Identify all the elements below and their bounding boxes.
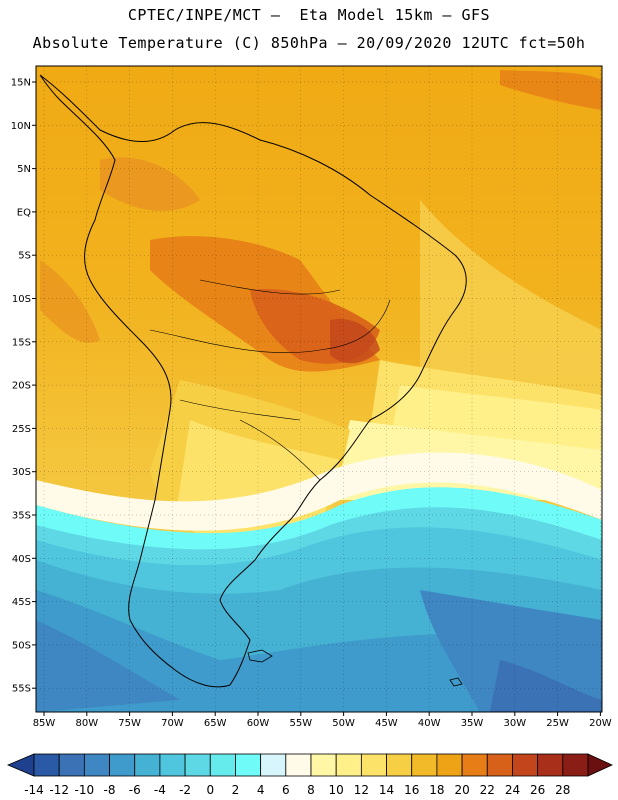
colorbar-label: 16 bbox=[404, 783, 419, 797]
colorbar-arrow-low bbox=[6, 753, 35, 777]
lat-label: EQ bbox=[17, 207, 31, 218]
lat-label: 10N bbox=[11, 121, 31, 132]
colorbar-label: 18 bbox=[429, 783, 444, 797]
longitude-labels: 85W 80W 75W 70W 65W 60W 55W 50W 45W 40W 35W 30W 25W 2… bbox=[33, 718, 612, 729]
lat-label: 10S bbox=[12, 294, 31, 305]
colorbar-box bbox=[58, 753, 85, 777]
colorbar-label: 14 bbox=[379, 783, 394, 797]
colorbar-box bbox=[461, 753, 488, 777]
colorbar-label: 4 bbox=[257, 783, 265, 797]
lat-label: 5N bbox=[17, 164, 31, 175]
lon-label: 35W bbox=[461, 718, 484, 729]
colorbar-box bbox=[109, 753, 136, 777]
colorbar-label: 26 bbox=[530, 783, 545, 797]
lon-label: 55W bbox=[289, 718, 312, 729]
lon-label: 25W bbox=[546, 718, 569, 729]
lon-label: 40W bbox=[418, 718, 441, 729]
lat-label: 30S bbox=[12, 467, 31, 478]
temperature-field bbox=[36, 66, 602, 712]
lat-label: 40S bbox=[12, 554, 31, 565]
colorbar-box bbox=[360, 753, 387, 777]
lat-label: 55S bbox=[12, 684, 31, 695]
colorbar-label: 2 bbox=[232, 783, 240, 797]
lon-label: 50W bbox=[332, 718, 355, 729]
latitude-labels: 15N 10N 5N EQ 5S 10S 15S 20S 25S 30S 35S 40S 45S 50S 5… bbox=[11, 78, 31, 695]
lon-label: 65W bbox=[204, 718, 227, 729]
colorbar-label: 28 bbox=[555, 783, 570, 797]
coastline bbox=[39, 74, 467, 688]
colorbar-label: -6 bbox=[129, 783, 141, 797]
lat-label: 20S bbox=[12, 381, 31, 392]
colorbar-labels: -14 -12 -10 -8 -6 -4 -2 0 2 4 6 8 10 12 14 16 18 20 22 24 26… bbox=[24, 783, 570, 797]
colorbar-box bbox=[184, 753, 211, 777]
colorbar-label: 10 bbox=[329, 783, 344, 797]
colorbar-box bbox=[209, 753, 236, 777]
colorbar-box bbox=[512, 753, 539, 777]
colorbar-label: 0 bbox=[206, 783, 214, 797]
colorbar-label: 22 bbox=[480, 783, 495, 797]
lon-label: 70W bbox=[161, 718, 184, 729]
lat-label: 15N bbox=[11, 78, 31, 89]
lon-label: 45W bbox=[375, 718, 398, 729]
colorbar-label: -4 bbox=[154, 783, 166, 797]
lon-label: 30W bbox=[503, 718, 526, 729]
colorbar-box bbox=[436, 753, 463, 777]
lon-label: 85W bbox=[33, 718, 56, 729]
colorbar-label: -8 bbox=[104, 783, 116, 797]
colorbar-arrow-high bbox=[587, 753, 613, 777]
colorbar-box bbox=[386, 753, 413, 777]
lon-label: 20W bbox=[589, 718, 612, 729]
colorbar-box bbox=[411, 753, 438, 777]
colorbar-label: 6 bbox=[282, 783, 290, 797]
map-title-line1: CPTEC/INPE/MCT – Eta Model 15km – GFS bbox=[127, 6, 491, 24]
colorbar-box bbox=[310, 753, 337, 777]
colorbar-box bbox=[235, 753, 262, 777]
lat-label: 25S bbox=[12, 424, 31, 435]
colorbar-label: -14 bbox=[24, 783, 44, 797]
lat-label: 50S bbox=[12, 640, 31, 651]
lon-label: 60W bbox=[247, 718, 270, 729]
lon-label: 80W bbox=[75, 718, 98, 729]
colorbar-box bbox=[486, 753, 513, 777]
colorbar-box bbox=[260, 753, 287, 777]
lat-label: 35S bbox=[12, 511, 31, 522]
map-frame bbox=[35, 65, 603, 713]
colorbar-box bbox=[33, 753, 60, 777]
colorbar bbox=[6, 753, 613, 777]
colorbar-label: 20 bbox=[454, 783, 469, 797]
lat-label: 45S bbox=[12, 597, 31, 608]
colorbar-label: 12 bbox=[354, 783, 369, 797]
colorbar-label: -10 bbox=[75, 783, 95, 797]
colorbar-box bbox=[159, 753, 186, 777]
colorbar-label: 8 bbox=[307, 783, 315, 797]
colorbar-box bbox=[83, 753, 110, 777]
map-title-line2: Absolute Temperature (C) 850hPa – 20/09/… bbox=[32, 34, 586, 52]
colorbar-label: 24 bbox=[505, 783, 520, 797]
colorbar-box bbox=[285, 753, 312, 777]
lon-label: 75W bbox=[118, 718, 141, 729]
colorbar-box bbox=[335, 753, 362, 777]
colorbar-label: -12 bbox=[49, 783, 69, 797]
colorbar-label: -2 bbox=[179, 783, 191, 797]
lat-lon-grid bbox=[32, 66, 602, 716]
lat-label: 5S bbox=[18, 251, 31, 262]
lat-label: 15S bbox=[12, 337, 31, 348]
colorbar-box bbox=[134, 753, 161, 777]
colorbar-box bbox=[562, 753, 589, 777]
colorbar-box bbox=[537, 753, 564, 777]
